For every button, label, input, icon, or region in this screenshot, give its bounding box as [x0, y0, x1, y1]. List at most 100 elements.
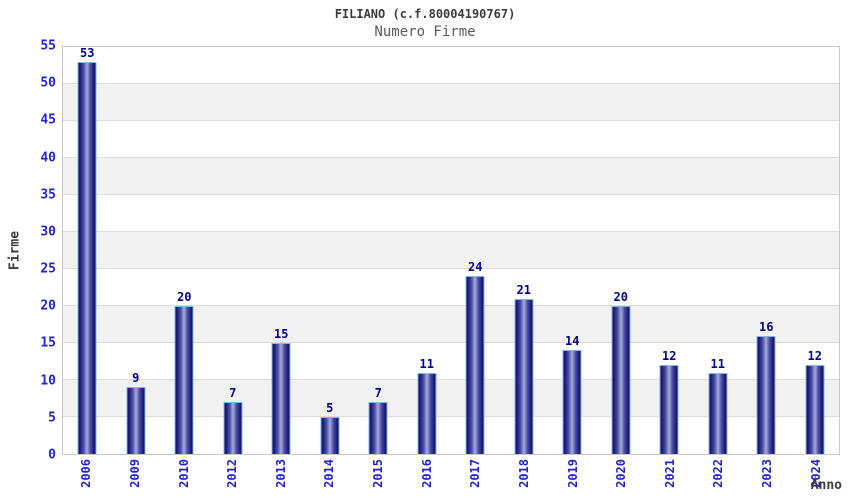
- bar-value-label: 15: [274, 327, 289, 341]
- bar: [465, 276, 485, 454]
- bar: [514, 298, 534, 454]
- y-tick-label: 25: [40, 261, 56, 277]
- y-tick-label: 50: [40, 75, 56, 91]
- gridline: [63, 342, 839, 343]
- bar: [659, 365, 679, 454]
- plot-band: [63, 84, 839, 121]
- y-tick-label: 45: [40, 112, 56, 128]
- bar-slot: 12: [791, 47, 840, 454]
- bar: [126, 387, 146, 454]
- bar-value-label: 9: [132, 371, 140, 386]
- plot-area: 53 9 20 7 15 5 7 11 24 21 14 20 12 11 16 12: [62, 46, 840, 455]
- bar-slot: 9: [112, 47, 161, 454]
- bar-slot: 21: [500, 47, 549, 454]
- bar-value-label: 24: [468, 260, 483, 275]
- x-tick-label: 2012: [225, 459, 240, 488]
- bar-value-label: 20: [177, 290, 192, 304]
- x-tick-slot: 2013: [257, 459, 306, 500]
- x-tick-label: 2009: [127, 459, 142, 488]
- bar-slot: 5: [306, 47, 355, 454]
- bar-value-label: 20: [613, 290, 628, 304]
- gridline: [63, 416, 839, 417]
- bar-slot: 7: [209, 47, 258, 454]
- x-tick-slot: 2018: [500, 459, 549, 500]
- bar-slot: 16: [742, 47, 791, 454]
- bar-slot: 15: [257, 47, 306, 454]
- bar: [77, 61, 97, 454]
- bar-value-label: 7: [229, 386, 237, 401]
- plot-band: [63, 232, 839, 269]
- bar-slot: 7: [354, 47, 403, 454]
- x-tick-slot: 2012: [208, 459, 257, 500]
- x-tick-label: 2023: [760, 459, 775, 488]
- bar: [805, 365, 825, 454]
- bar: [223, 402, 243, 454]
- x-tick-slot: 2020: [597, 459, 646, 500]
- x-tick-label: 2017: [468, 459, 483, 488]
- y-tick-label: 30: [40, 224, 56, 240]
- bar-slot: 53: [63, 45, 112, 454]
- x-tick-label: 2016: [419, 459, 434, 488]
- x-axis-tick-labels: 2006 2009 2010 2012 2013 2014 2015 2016 2017 2018…: [62, 459, 840, 500]
- x-tick-label: 2020: [614, 459, 629, 488]
- x-tick-slot: 2019: [548, 459, 597, 500]
- bar-value-label: 5: [326, 401, 334, 415]
- y-axis-tick-labels: 0 5 10 15 20 25 30 35 40 45 50 55: [0, 39, 56, 463]
- y-tick-label: 55: [40, 38, 56, 54]
- bar-value-label: 11: [710, 356, 725, 371]
- x-tick-label: 2018: [516, 459, 531, 488]
- plot-band: [63, 158, 839, 195]
- gridline: [63, 194, 839, 195]
- bar: [417, 372, 437, 454]
- x-tick-slot: 2015: [354, 459, 403, 500]
- bar-value-label: 53: [80, 45, 95, 60]
- x-tick-slot: 2006: [62, 459, 111, 500]
- y-tick-label: 20: [40, 298, 56, 314]
- y-tick-label: 35: [40, 187, 56, 203]
- x-tick-label: 2015: [371, 459, 386, 488]
- bar-slot: 11: [694, 47, 743, 454]
- x-tick-label: 2021: [662, 459, 677, 488]
- x-tick-slot: 2009: [111, 459, 160, 500]
- bar-value-label: 12: [662, 349, 677, 364]
- x-tick-label: 2014: [322, 459, 337, 488]
- x-tick-label: 2006: [79, 459, 94, 488]
- gridline: [63, 83, 839, 84]
- bar-slot: 11: [403, 47, 452, 454]
- gridline: [63, 268, 839, 269]
- gridline: [63, 305, 839, 306]
- bar-slot: 12: [645, 47, 694, 454]
- x-tick-slot: 2016: [402, 459, 451, 500]
- bar: [271, 343, 291, 454]
- bar-slot: 20: [597, 47, 646, 454]
- y-tick-label: 5: [48, 410, 56, 426]
- bar-series: 53 9 20 7 15 5 7 11 24 21 14 20 12 11 16 12: [63, 45, 840, 454]
- bar-slot: 24: [451, 47, 500, 454]
- x-tick-label: 2013: [273, 459, 288, 488]
- bar: [320, 417, 340, 454]
- bar-slot: 14: [548, 47, 597, 454]
- bar: [562, 350, 582, 454]
- bar-value-label: 16: [759, 319, 774, 334]
- gridline: [63, 231, 839, 232]
- x-tick-slot: 2022: [694, 459, 743, 500]
- x-tick-label: 2019: [565, 459, 580, 488]
- bar-value-label: 11: [419, 356, 434, 371]
- gridline: [63, 120, 839, 121]
- bar: [368, 402, 388, 454]
- gridline: [63, 157, 839, 158]
- gridline: [63, 379, 839, 380]
- bar-slot: 20: [160, 47, 209, 454]
- y-tick-label: 0: [48, 447, 56, 463]
- bar-value-label: 21: [516, 282, 531, 297]
- x-tick-label: 2010: [176, 459, 191, 488]
- x-tick-slot: 2014: [305, 459, 354, 500]
- x-tick-slot: 2010: [159, 459, 208, 500]
- bar: [611, 306, 631, 454]
- bar: [756, 335, 776, 454]
- x-tick-label: 2022: [711, 459, 726, 488]
- x-tick-slot: 2023: [743, 459, 792, 500]
- bar-value-label: 14: [565, 334, 580, 349]
- chart-subtitle: Numero Firme: [374, 24, 476, 40]
- y-tick-label: 15: [40, 335, 56, 351]
